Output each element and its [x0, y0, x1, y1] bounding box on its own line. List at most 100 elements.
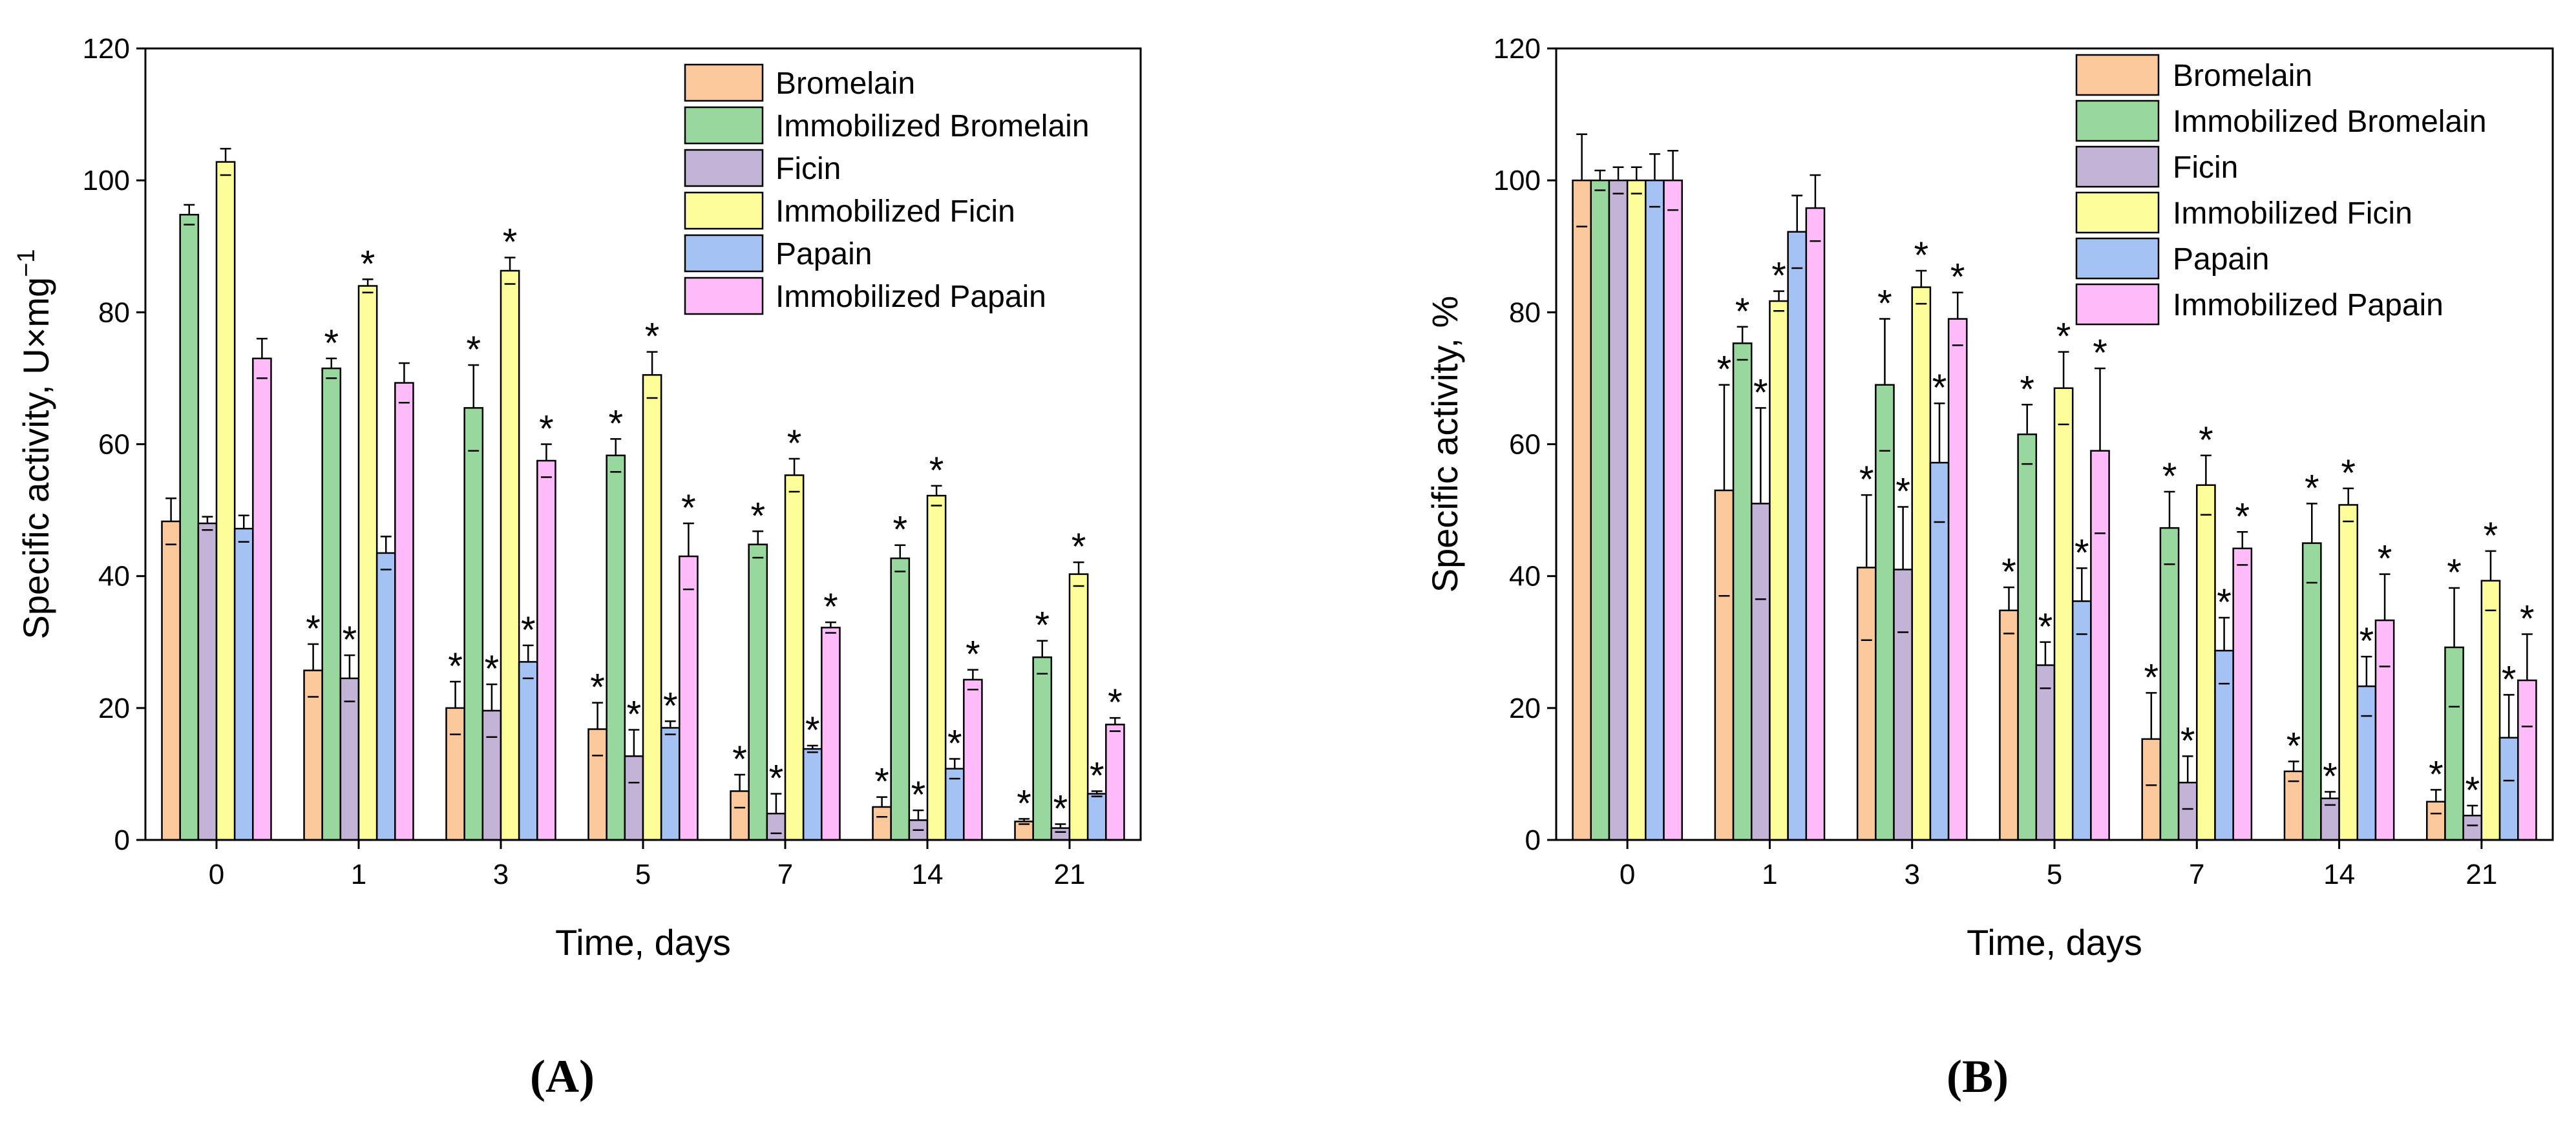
bar-ficin-day-7 — [766, 812, 787, 841]
significance-star: * — [1771, 255, 1786, 297]
bar-bromelain-day-14 — [872, 806, 892, 841]
bar-immobilized-bromelain-day-0 — [179, 214, 200, 841]
legend-swatch-ficin — [684, 149, 764, 187]
significance-star: * — [2180, 720, 2195, 762]
significance-star: * — [1859, 459, 1874, 501]
significance-star: * — [823, 586, 838, 628]
significance-star: * — [306, 608, 321, 650]
bar-bromelain-day-1 — [303, 669, 323, 841]
bar-immobilized-bromelain-day-7 — [2159, 527, 2180, 841]
significance-star: * — [448, 645, 463, 687]
bar-bromelain-day-3 — [1856, 567, 1877, 841]
legend-swatch-immobilized-bromelain — [2075, 100, 2160, 142]
significance-star: * — [1017, 782, 1031, 824]
significance-star: * — [929, 450, 944, 492]
significance-star: * — [1932, 367, 1947, 409]
x-tick-label: 5 — [635, 859, 651, 890]
bar-papain-day-5 — [2071, 600, 2092, 841]
x-tick-label: 1 — [1762, 859, 1777, 890]
significance-star: * — [2217, 581, 2232, 623]
significance-star: * — [911, 774, 926, 816]
legend: Bromelain Immobilized Bromelain Ficin Immob… — [684, 63, 1090, 315]
y-tick-label: 80 — [1509, 297, 1541, 328]
bar-bromelain-day-14 — [2283, 770, 2304, 841]
significance-star: * — [874, 761, 889, 803]
bar-papain-day-7 — [802, 748, 823, 841]
x-tick-label: 14 — [912, 859, 944, 890]
y-axis-title: Specific activity, % — [1424, 296, 1465, 593]
significance-star: * — [1072, 526, 1086, 568]
significance-star: * — [324, 322, 339, 364]
legend-swatch-immobilized-papain — [2075, 283, 2160, 326]
significance-star: * — [947, 722, 962, 764]
significance-star: * — [2235, 496, 2250, 538]
significance-star: * — [2465, 770, 2480, 812]
bar-papain-day-0 — [233, 527, 254, 841]
bar-immobilized-ficin-day-1 — [1769, 300, 1789, 841]
bar-papain-day-3 — [1929, 461, 1950, 841]
bar-immobilized-papain-day-0 — [252, 357, 272, 841]
significance-star: * — [2056, 316, 2071, 358]
bar-immobilized-papain-day-5 — [2090, 450, 2110, 841]
bar-papain-day-21 — [1086, 793, 1107, 841]
legend-swatch-immobilized-bromelain — [684, 106, 764, 145]
bar-ficin-day-7 — [2177, 781, 2198, 841]
significance-star: * — [732, 739, 747, 781]
significance-star: * — [2429, 753, 2444, 795]
significance-star: * — [1753, 372, 1768, 414]
bar-immobilized-ficin-day-1 — [357, 285, 378, 841]
bar-immobilized-papain-day-0 — [1663, 179, 1683, 841]
bar-papain-day-5 — [660, 727, 681, 841]
bar-bromelain-day-5 — [1999, 609, 2019, 841]
significance-star: * — [1035, 605, 1050, 647]
bar-immobilized-papain-day-1 — [394, 382, 414, 841]
significance-star: * — [361, 243, 375, 285]
y-tick-label: 40 — [98, 561, 130, 592]
bar-immobilized-bromelain-day-14 — [890, 557, 911, 841]
y-tick-label: 80 — [98, 297, 130, 328]
significance-star: * — [1914, 235, 1929, 277]
bar-immobilized-ficin-day-21 — [2480, 580, 2501, 841]
panel-label: (B) — [1947, 1051, 2009, 1102]
bar-immobilized-ficin-day-5 — [2053, 387, 2074, 841]
legend-label: Ficin — [776, 152, 841, 186]
significance-star: * — [627, 694, 642, 736]
y-tick-label: 0 — [114, 824, 130, 856]
bar-immobilized-bromelain-day-3 — [1875, 384, 1895, 841]
bar-immobilized-ficin-day-3 — [1911, 286, 1932, 841]
legend-label: Bromelain — [776, 67, 915, 101]
significance-star: * — [485, 648, 500, 690]
bar-ficin-day-5 — [2035, 664, 2056, 841]
significance-star: * — [2341, 452, 2356, 494]
bar-bromelain-day-7 — [2141, 738, 2162, 841]
significance-star: * — [892, 509, 907, 551]
x-tick-label: 0 — [209, 859, 224, 890]
significance-star: * — [681, 487, 696, 529]
bar-immobilized-ficin-day-14 — [2338, 504, 2359, 841]
significance-star: * — [2286, 726, 2301, 768]
significance-star: * — [2305, 467, 2319, 509]
bar-immobilized-papain-day-5 — [679, 555, 699, 841]
bar-immobilized-papain-day-3 — [1947, 318, 1968, 841]
y-tick-label: 0 — [1525, 824, 1541, 856]
significance-star: * — [2199, 419, 2213, 461]
y-tick-label: 60 — [98, 429, 130, 461]
significance-star: * — [2038, 606, 2053, 648]
significance-star: * — [750, 495, 765, 537]
legend-swatch-bromelain — [684, 63, 764, 102]
bar-papain-day-21 — [2498, 737, 2519, 841]
bar-ficin-day-3 — [481, 709, 502, 841]
bar-immobilized-ficin-day-7 — [2196, 484, 2216, 841]
significance-star: * — [805, 709, 820, 751]
significance-star: * — [590, 667, 605, 709]
legend-label: Immobilized Ficin — [2173, 196, 2412, 231]
legend-label: Bromelain — [2173, 59, 2312, 93]
bar-ficin-day-3 — [1893, 569, 1913, 841]
significance-star: * — [966, 634, 980, 676]
bar-immobilized-papain-day-3 — [536, 459, 556, 841]
legend-swatch-papain — [684, 234, 764, 273]
significance-star: * — [645, 316, 660, 358]
y-tick-label: 100 — [1494, 165, 1541, 196]
bar-bromelain-day-21 — [2426, 801, 2446, 841]
